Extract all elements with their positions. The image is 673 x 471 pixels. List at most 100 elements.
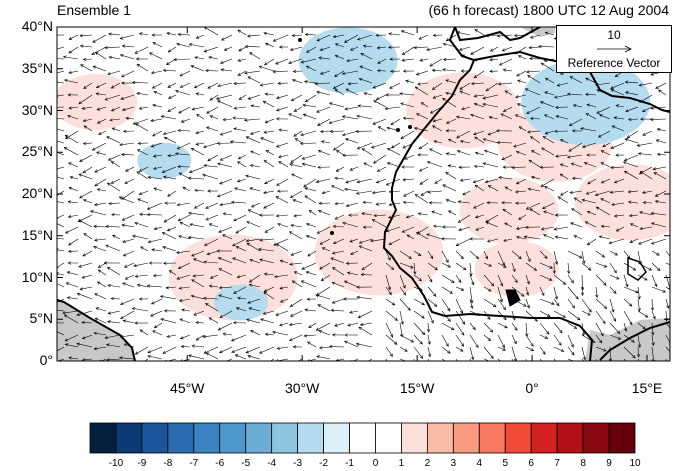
wind-vector-head <box>429 278 433 283</box>
wind-vector <box>346 202 359 207</box>
wind-vector <box>487 130 499 136</box>
wind-vector-head <box>195 92 200 96</box>
wind-vector-head <box>447 318 451 322</box>
wind-vector <box>497 298 506 310</box>
lat-tick-label: 15°N <box>21 226 53 243</box>
wind-vector-head <box>420 192 425 196</box>
colorbar-label: -4 <box>267 458 277 469</box>
wind-vector-head <box>632 354 636 359</box>
wind-vector <box>83 82 93 89</box>
wind-vector <box>427 250 434 259</box>
wind-vector-head <box>417 230 421 234</box>
wind-vector-head <box>363 92 368 96</box>
wind-vector-head <box>570 162 575 166</box>
wind-vector <box>625 91 639 96</box>
wind-vector-head <box>500 113 505 117</box>
wind-vector-head <box>330 257 334 261</box>
wind-vector <box>316 178 331 183</box>
wind-vector-head <box>105 343 110 347</box>
wind-vector-head <box>123 264 128 268</box>
wind-vector-head <box>413 46 417 50</box>
wind-vector-head <box>650 241 655 245</box>
wind-vector-head <box>573 235 578 239</box>
wind-vector-head <box>160 318 164 322</box>
wind-vector <box>218 268 233 276</box>
wind-vector-head <box>431 125 436 129</box>
wind-vector <box>288 58 303 64</box>
wind-vector-head <box>53 302 56 304</box>
wind-vector-head <box>334 73 338 77</box>
wind-vector-head <box>387 148 391 152</box>
wind-vector <box>455 310 465 325</box>
wind-vector <box>458 201 471 204</box>
wind-vector-head <box>305 222 310 227</box>
wind-vector-head <box>219 181 223 185</box>
wind-vector-head <box>459 365 462 368</box>
wind-vector <box>416 232 429 240</box>
wind-vector-head <box>515 370 518 373</box>
wind-vector <box>553 310 566 318</box>
wind-vector <box>220 154 233 161</box>
wind-vector-head <box>520 293 525 297</box>
wind-vector <box>233 214 247 222</box>
wind-vector-head <box>489 69 493 73</box>
wind-vector-head <box>389 353 393 357</box>
wind-vector-head <box>276 117 280 121</box>
wind-vector <box>567 286 579 300</box>
wind-vector-head <box>320 140 325 144</box>
wind-vector-head <box>319 129 324 134</box>
wind-vector-head <box>138 297 143 301</box>
wind-vector <box>263 202 275 209</box>
wind-vector <box>97 188 107 192</box>
wind-vector-head <box>68 36 73 40</box>
wind-vector-head <box>347 82 352 86</box>
wind-vector-head <box>54 222 57 224</box>
wind-vector-head <box>629 223 634 227</box>
wind-vector-head <box>637 308 641 312</box>
wind-vector <box>231 346 247 353</box>
wind-vector-head <box>651 332 655 336</box>
wind-vector-head <box>474 136 478 140</box>
wind-vector-head <box>330 185 335 189</box>
wind-vector-head <box>469 273 473 277</box>
wind-vector-head <box>496 140 501 145</box>
wind-vector-head <box>431 68 436 73</box>
wind-vector-head <box>400 333 404 338</box>
wind-vector <box>275 310 289 316</box>
wind-vector <box>57 81 65 84</box>
colorbar-swatch <box>219 422 247 454</box>
wind-vector <box>403 201 415 204</box>
wind-vector <box>385 322 393 338</box>
wind-vector-head <box>608 241 613 245</box>
wind-vector-head <box>277 222 281 227</box>
wind-vector <box>442 184 457 192</box>
wind-vector <box>399 334 414 343</box>
wind-vector-head <box>356 180 361 184</box>
wind-vector <box>497 358 501 361</box>
wind-vector-head <box>601 254 606 258</box>
wind-vector <box>181 118 191 123</box>
wind-vector <box>497 262 507 268</box>
wind-vector-head <box>457 219 462 223</box>
wind-vector-head <box>83 125 88 129</box>
wind-vector-head <box>413 127 418 131</box>
colorbar-label: -6 <box>215 458 225 469</box>
wind-vector <box>655 82 667 89</box>
wind-vector <box>62 310 79 314</box>
wind-vector-head <box>209 115 214 119</box>
wind-vector-head <box>316 355 320 359</box>
wind-vector-head <box>123 343 128 347</box>
wind-vector <box>527 75 541 84</box>
wind-vector <box>93 246 107 252</box>
wind-vector <box>651 274 657 287</box>
wind-vector <box>91 46 107 55</box>
wind-vector-head <box>470 299 474 304</box>
wind-vector-head <box>232 321 237 325</box>
wind-vector <box>528 159 541 168</box>
wind-vector-head <box>600 180 605 184</box>
wind-vector-head <box>78 173 82 177</box>
wind-vector-head <box>530 343 534 347</box>
wind-vector-head <box>258 213 263 217</box>
wind-vector-head <box>259 238 263 242</box>
wind-vector <box>306 46 317 53</box>
